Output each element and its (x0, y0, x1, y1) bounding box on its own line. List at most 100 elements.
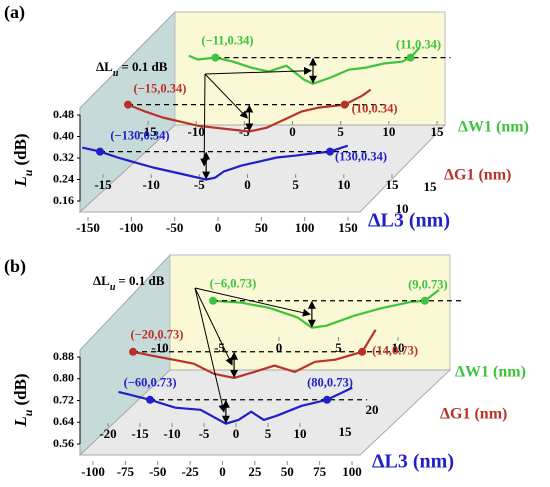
point-label: (−11,0.34) (201, 34, 253, 48)
point-label: (80,0.73) (307, 376, 353, 390)
x-tick-label: -10 (187, 124, 204, 139)
x-tick-label: 10 (337, 177, 350, 192)
marker-point (211, 53, 220, 62)
z-tick-label: 0.64 (53, 414, 74, 428)
x-tick-label: -10 (163, 426, 180, 441)
x-tick-label: 50 (255, 220, 268, 235)
curve (212, 289, 440, 329)
annotation-sub: u (113, 68, 119, 79)
z-tick-label: 0.80 (53, 371, 74, 385)
x-tick-label: -20 (99, 426, 116, 441)
point-label: (130,0.34) (335, 150, 387, 164)
z-tick-label: 0.24 (53, 171, 74, 185)
x-tick-label: 15 (386, 177, 400, 192)
z-axis-title: Lu (dB) (11, 133, 35, 187)
x-tick-label: 0 (219, 464, 226, 479)
marker-point (340, 100, 349, 109)
z-tick-label: 0.48 (53, 107, 74, 121)
curve (132, 329, 377, 379)
marker-point (209, 296, 217, 305)
curve (82, 144, 349, 181)
x-tick-label: 5 (335, 340, 342, 355)
series-name: ΔW1 (nm) (458, 119, 529, 136)
z-title-main: L (11, 416, 30, 427)
x-tick-label: -75 (117, 464, 135, 479)
annotation: ΔLu = 0.1 dB (96, 59, 168, 79)
x-tick-label: -15 (94, 177, 112, 192)
depth-tick-label: 15 (339, 424, 353, 439)
depth-tick-label: 15 (424, 179, 438, 194)
annotation-prefix: ΔL (96, 59, 113, 74)
x-tick-label: -5 (194, 177, 205, 192)
x-tick-label: 5 (292, 177, 299, 192)
z-title-unit: (dB) (11, 133, 30, 165)
z-tick-label: 0.16 (53, 193, 74, 207)
panel-label: (a) (4, 2, 25, 23)
z-title-main: L (11, 176, 30, 187)
x-tick-label: 0 (233, 426, 240, 441)
z-tick-label: 0.88 (53, 349, 74, 363)
marker-point (326, 147, 335, 156)
x-tick-label: -15 (131, 426, 149, 441)
back-wall (174, 11, 446, 126)
x-tick-label: -5 (199, 426, 210, 441)
point-label: (−130,0.34) (110, 129, 169, 143)
marker-point (323, 395, 332, 404)
x-tick-label: 0 (276, 340, 283, 355)
point-label: (−15,0.34) (134, 82, 187, 96)
marker-point (358, 347, 367, 356)
annotation-arrow (194, 287, 233, 366)
x-tick-label: 0 (244, 177, 251, 192)
series-name: ΔG1 (nm) (440, 406, 507, 423)
x-tick-label: 25 (248, 464, 262, 479)
x-tick-label: 10 (382, 124, 395, 139)
marker-point (146, 395, 155, 404)
depth-tick-label: 20 (366, 402, 379, 417)
x-tick-label: -10 (142, 177, 159, 192)
z-title-sub: u (21, 169, 35, 176)
x-tick-label: 50 (281, 464, 294, 479)
floor (78, 124, 447, 213)
marker-point (420, 296, 429, 305)
x-tick-label: 10 (294, 426, 307, 441)
x-tick-label: 15 (431, 124, 445, 139)
curve (118, 386, 353, 425)
annotation-arrow (204, 73, 249, 119)
z-tick-label: 0.32 (53, 150, 74, 164)
x-tick-label: 75 (313, 464, 327, 479)
x-tick-label: 5 (337, 124, 344, 139)
point-label: (9,0.73) (408, 278, 448, 292)
marker-point (406, 53, 415, 62)
z-axis-title: Lu (dB) (11, 373, 35, 427)
z-title-sub: u (21, 409, 35, 416)
curve (127, 88, 372, 133)
annotation-arrow (194, 287, 227, 413)
annotation-arrow (200, 73, 209, 167)
x-tick-label: -15 (139, 124, 157, 139)
x-tick-label: 150 (338, 220, 358, 235)
z-title-unit: (dB) (11, 373, 30, 405)
series-name: ΔG1 (nm) (444, 167, 511, 184)
series-name: ΔW1 (nm) (455, 364, 526, 381)
x-tick-label: -50 (166, 220, 183, 235)
marker-point (95, 147, 104, 156)
x-tick-label: -25 (181, 464, 199, 479)
x-tick-label: -50 (149, 464, 166, 479)
annotation: ΔLu = 0.1 dB (93, 273, 165, 293)
annotation-text: = 0.1 dB (121, 59, 167, 74)
point-label: (−60,0.73) (124, 376, 177, 390)
z-tick-label: 0.56 (53, 436, 74, 450)
x-tick-label: -100 (119, 220, 143, 235)
annotation-text: = 0.1 dB (118, 273, 164, 288)
curve (188, 46, 421, 85)
point-label: (11,0.34) (396, 38, 441, 52)
point-label: (−6,0.73) (210, 277, 257, 291)
marker-point (124, 100, 132, 109)
annotation-arrow (204, 66, 312, 75)
x-tick-label: -100 (81, 464, 105, 479)
x-tick-label: 0 (215, 220, 222, 235)
marker-point (129, 347, 137, 356)
x-tick-label: 5 (265, 426, 272, 441)
point-label: (10,0.34) (352, 102, 398, 116)
